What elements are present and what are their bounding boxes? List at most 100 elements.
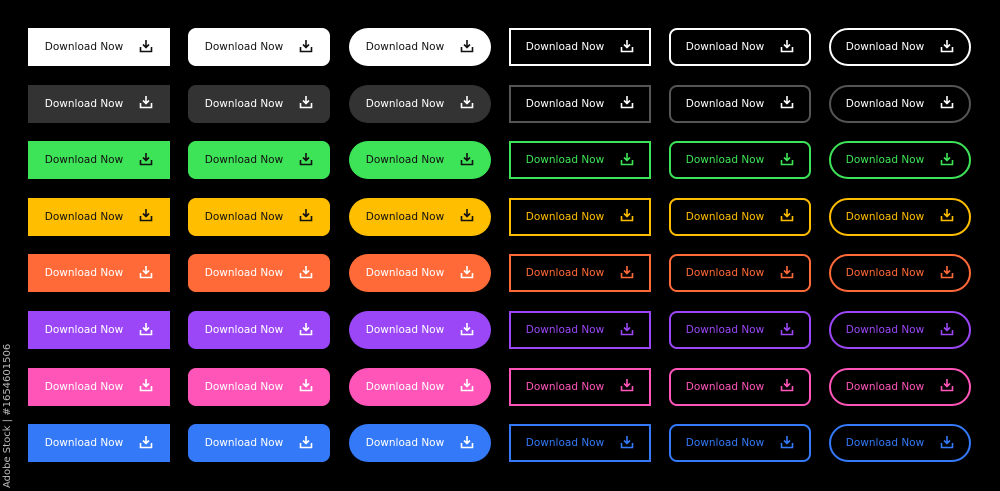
download-button-blue-outline-square[interactable]: Download Now (509, 424, 651, 463)
button-label: Download Now (365, 97, 445, 110)
download-button-pink-filled-pill[interactable]: Download Now (349, 367, 491, 406)
download-icon (780, 265, 794, 282)
button-label: Download Now (685, 437, 765, 450)
download-button-white-outline-rounded[interactable]: Download Now (669, 28, 811, 66)
download-icon (940, 39, 954, 56)
download-button-yellow-outline-rounded[interactable]: Download Now (669, 197, 811, 236)
download-button-pink-filled-rounded[interactable]: Download Now (188, 367, 330, 406)
download-button-yellow-filled-square[interactable]: Download Now (28, 197, 170, 236)
download-icon (299, 265, 313, 282)
download-icon (460, 435, 474, 452)
download-button-orange-outline-pill[interactable]: Download Now (829, 254, 971, 293)
download-button-blue-filled-rounded[interactable]: Download Now (188, 424, 330, 463)
download-button-blue-filled-pill[interactable]: Download Now (349, 424, 491, 463)
button-label: Download Now (365, 324, 445, 336)
download-button-pink-outline-rounded[interactable]: Download Now (669, 367, 811, 406)
download-button-orange-outline-rounded[interactable]: Download Now (669, 254, 811, 293)
download-icon (940, 208, 954, 225)
download-button-blue-outline-pill[interactable]: Download Now (829, 424, 971, 463)
download-button-purple-filled-pill[interactable]: Download Now (349, 311, 491, 349)
download-button-dark-outline-square[interactable]: Download Now (509, 84, 651, 123)
download-button-orange-filled-rounded[interactable]: Download Now (188, 254, 330, 293)
button-label: Download Now (525, 324, 605, 336)
button-label: Download Now (365, 380, 445, 393)
button-label: Download Now (204, 154, 284, 167)
download-icon (299, 322, 313, 339)
download-button-purple-filled-rounded[interactable]: Download Now (188, 311, 330, 349)
download-icon (780, 208, 794, 225)
download-icon (940, 322, 954, 339)
download-button-orange-filled-square[interactable]: Download Now (28, 254, 170, 293)
download-button-purple-outline-square[interactable]: Download Now (509, 311, 651, 349)
button-label: Download Now (685, 97, 765, 110)
download-button-dark-filled-rounded[interactable]: Download Now (188, 84, 330, 123)
button-label: Download Now (365, 41, 445, 53)
button-label: Download Now (44, 154, 124, 167)
download-icon (460, 322, 474, 339)
download-icon (620, 39, 634, 56)
button-label: Download Now (845, 41, 925, 53)
download-icon (139, 95, 153, 112)
download-icon (139, 152, 153, 169)
download-button-yellow-filled-pill[interactable]: Download Now (349, 197, 491, 236)
download-button-yellow-outline-square[interactable]: Download Now (509, 197, 651, 236)
download-button-dark-filled-pill[interactable]: Download Now (349, 84, 491, 123)
download-icon (460, 152, 474, 169)
button-label: Download Now (845, 380, 925, 393)
download-button-purple-filled-square[interactable]: Download Now (28, 311, 170, 349)
button-label: Download Now (365, 154, 445, 167)
download-button-white-filled-rounded[interactable]: Download Now (188, 28, 330, 66)
button-label: Download Now (845, 97, 925, 110)
download-icon (139, 265, 153, 282)
download-icon (620, 152, 634, 169)
download-button-white-outline-square[interactable]: Download Now (509, 28, 651, 66)
download-button-white-outline-pill[interactable]: Download Now (829, 28, 971, 66)
download-button-orange-outline-square[interactable]: Download Now (509, 254, 651, 293)
download-icon (620, 378, 634, 395)
button-label: Download Now (845, 437, 925, 450)
download-button-green-outline-rounded[interactable]: Download Now (669, 141, 811, 180)
button-label: Download Now (44, 380, 124, 393)
download-icon (299, 378, 313, 395)
download-icon (139, 435, 153, 452)
download-icon (299, 152, 313, 169)
button-label: Download Now (525, 41, 605, 53)
download-icon (139, 322, 153, 339)
button-label: Download Now (845, 267, 925, 280)
stock-credit: Adobe Stock | #1654601506 (2, 343, 13, 488)
download-button-white-filled-square[interactable]: Download Now (28, 28, 170, 66)
download-button-orange-filled-pill[interactable]: Download Now (349, 254, 491, 293)
button-label: Download Now (845, 154, 925, 167)
download-button-blue-filled-square[interactable]: Download Now (28, 424, 170, 463)
download-icon (620, 322, 634, 339)
button-label: Download Now (204, 380, 284, 393)
button-label: Download Now (525, 210, 605, 223)
download-icon (780, 378, 794, 395)
download-button-green-outline-pill[interactable]: Download Now (829, 141, 971, 180)
download-button-pink-outline-pill[interactable]: Download Now (829, 367, 971, 406)
download-button-green-filled-square[interactable]: Download Now (28, 141, 170, 180)
download-button-pink-outline-square[interactable]: Download Now (509, 367, 651, 406)
download-button-dark-outline-pill[interactable]: Download Now (829, 84, 971, 123)
download-icon (780, 39, 794, 56)
download-button-blue-outline-rounded[interactable]: Download Now (669, 424, 811, 463)
button-label: Download Now (44, 324, 124, 336)
download-button-dark-filled-square[interactable]: Download Now (28, 84, 170, 123)
download-button-green-filled-pill[interactable]: Download Now (349, 141, 491, 180)
download-button-white-filled-pill[interactable]: Download Now (349, 28, 491, 66)
download-button-purple-outline-rounded[interactable]: Download Now (669, 311, 811, 349)
download-button-purple-outline-pill[interactable]: Download Now (829, 311, 971, 349)
download-icon (620, 208, 634, 225)
download-icon (460, 265, 474, 282)
button-label: Download Now (685, 210, 765, 223)
download-button-yellow-filled-rounded[interactable]: Download Now (188, 197, 330, 236)
download-button-dark-outline-rounded[interactable]: Download Now (669, 84, 811, 123)
button-label: Download Now (204, 41, 284, 53)
button-label: Download Now (44, 97, 124, 110)
download-button-pink-filled-square[interactable]: Download Now (28, 367, 170, 406)
download-button-green-outline-square[interactable]: Download Now (509, 141, 651, 180)
download-icon (940, 435, 954, 452)
download-button-yellow-outline-pill[interactable]: Download Now (829, 197, 971, 236)
download-button-green-filled-rounded[interactable]: Download Now (188, 141, 330, 180)
button-label: Download Now (525, 437, 605, 450)
